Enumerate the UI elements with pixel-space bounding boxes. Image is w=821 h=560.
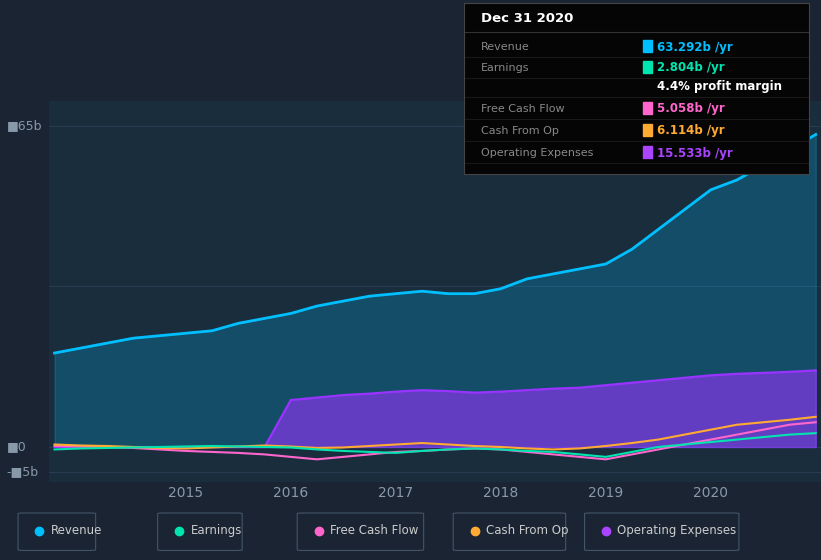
- Text: -■5b: -■5b: [7, 465, 39, 478]
- Bar: [643, 61, 652, 73]
- Bar: [643, 124, 652, 136]
- Text: 15.533b /yr: 15.533b /yr: [657, 147, 732, 160]
- Text: Operating Expenses: Operating Expenses: [617, 524, 736, 538]
- Text: Revenue: Revenue: [51, 524, 103, 538]
- Text: Revenue: Revenue: [481, 42, 530, 52]
- Bar: [643, 102, 652, 114]
- Text: Cash From Op: Cash From Op: [486, 524, 568, 538]
- Text: 4.4% profit margin: 4.4% profit margin: [657, 80, 782, 93]
- Text: 6.114b /yr: 6.114b /yr: [657, 124, 725, 137]
- Text: Earnings: Earnings: [190, 524, 242, 538]
- Bar: [643, 40, 652, 52]
- Text: Free Cash Flow: Free Cash Flow: [330, 524, 419, 538]
- Text: 63.292b /yr: 63.292b /yr: [657, 41, 732, 54]
- Text: Free Cash Flow: Free Cash Flow: [481, 104, 565, 114]
- Text: ■65b: ■65b: [7, 119, 43, 132]
- Text: Dec 31 2020: Dec 31 2020: [481, 12, 574, 25]
- Text: 2.804b /yr: 2.804b /yr: [657, 61, 725, 74]
- Text: Cash From Op: Cash From Op: [481, 126, 559, 136]
- Bar: [643, 146, 652, 158]
- Text: ■0: ■0: [7, 441, 26, 454]
- Text: Earnings: Earnings: [481, 63, 530, 73]
- Text: Operating Expenses: Operating Expenses: [481, 148, 594, 158]
- Text: 5.058b /yr: 5.058b /yr: [657, 102, 725, 115]
